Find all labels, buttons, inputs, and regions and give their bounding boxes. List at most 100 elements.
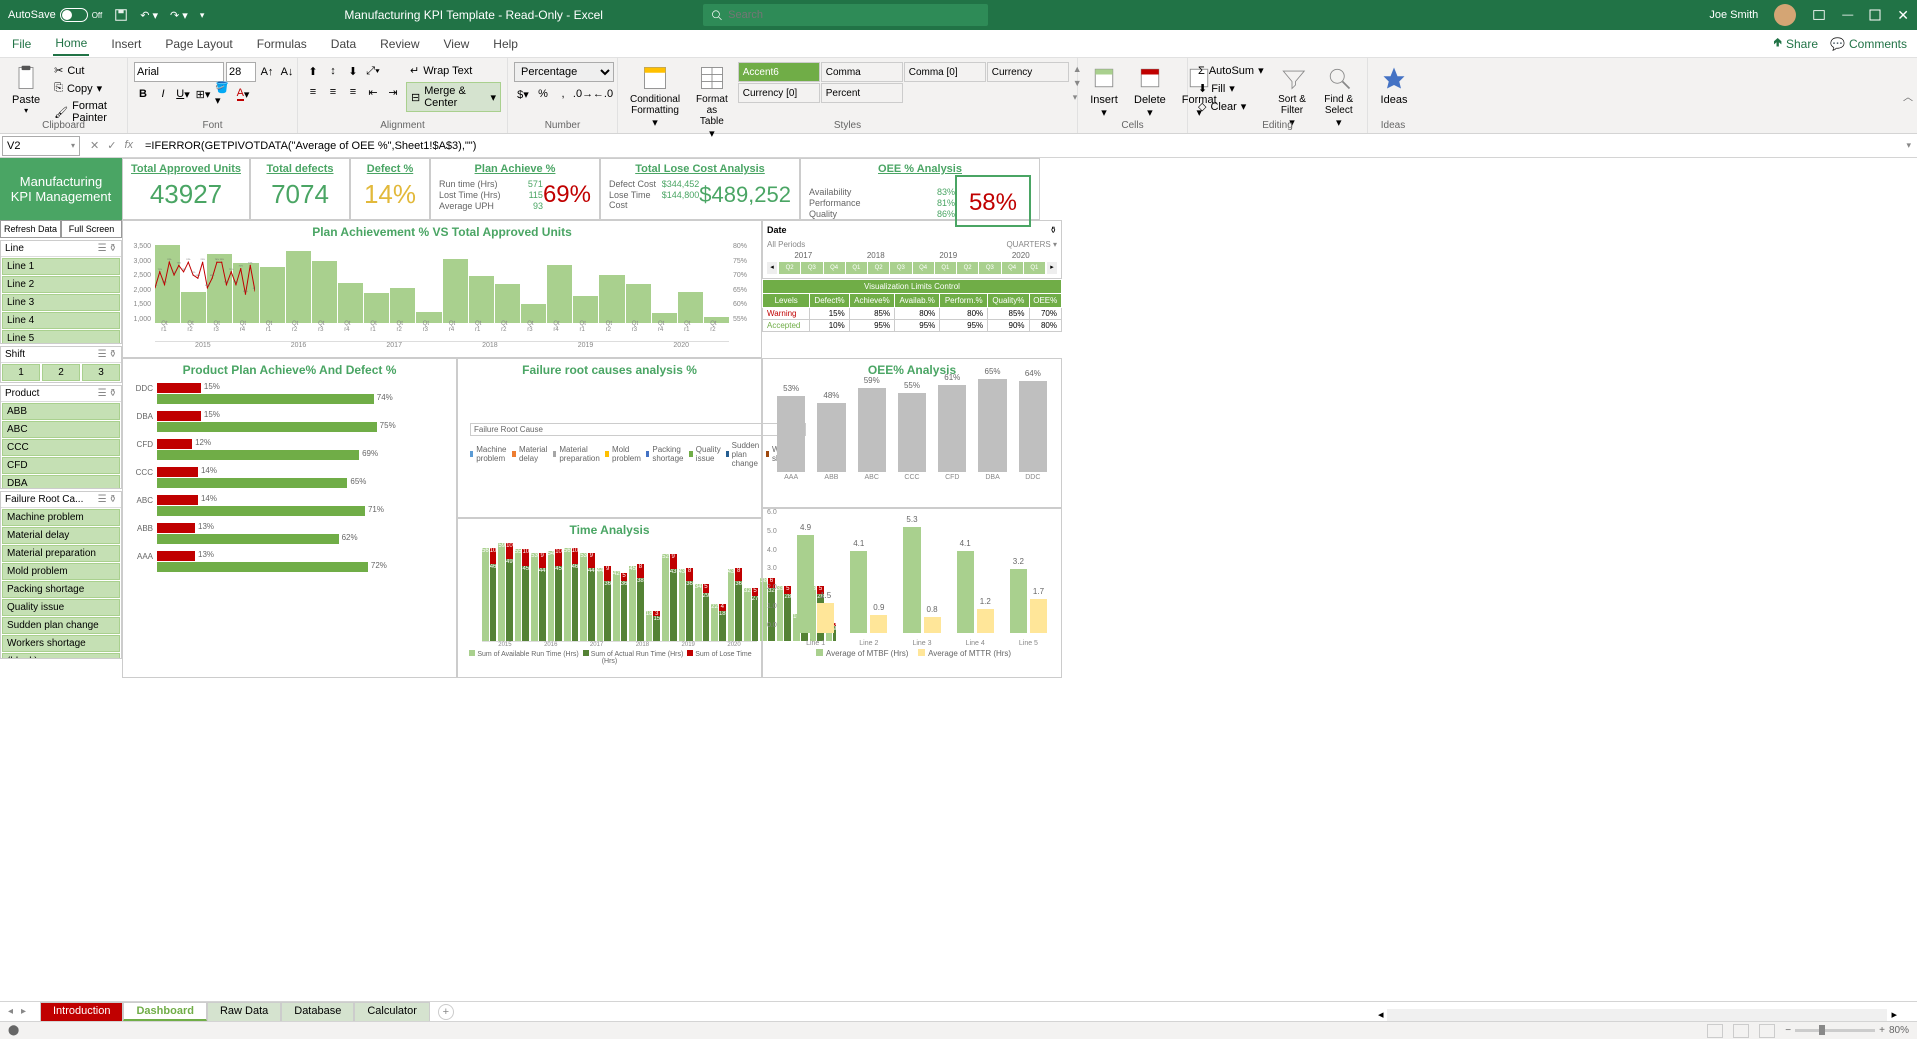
style-currency[interactable]: Currency: [987, 62, 1069, 82]
record-macro-icon[interactable]: ⬤: [8, 1025, 19, 1036]
insert-cells-button[interactable]: Insert▾: [1084, 62, 1124, 121]
slicer-item[interactable]: Line 5: [2, 330, 120, 343]
fill-color-button[interactable]: 🪣▾: [214, 85, 232, 103]
tab-review[interactable]: Review: [378, 33, 421, 55]
slicer-item[interactable]: Line 3: [2, 294, 120, 311]
style-percent[interactable]: Percent: [821, 83, 903, 103]
paste-button[interactable]: Paste▾: [6, 62, 46, 117]
slicer-item[interactable]: Material preparation: [2, 545, 120, 562]
font-color-button[interactable]: A▾: [234, 85, 252, 103]
slicer-item[interactable]: Mold problem: [2, 563, 120, 580]
style-comma[interactable]: Comma: [821, 62, 903, 82]
copy-button[interactable]: ⎘ Copy ▾: [50, 80, 121, 97]
page-break-view-icon[interactable]: [1759, 1024, 1775, 1038]
user-avatar[interactable]: [1774, 4, 1796, 26]
font-size-select[interactable]: [226, 62, 256, 82]
hscroll-left-icon[interactable]: ◂: [1378, 1008, 1384, 1021]
align-bottom-icon[interactable]: ⬇: [344, 62, 362, 80]
slicer-item[interactable]: Material delay: [2, 527, 120, 544]
increase-indent-icon[interactable]: ⇥: [384, 83, 402, 101]
align-center-icon[interactable]: ≡: [324, 83, 342, 101]
cell-styles-gallery[interactable]: Accent6 Comma Comma [0] Currency Currenc…: [738, 62, 1069, 103]
align-right-icon[interactable]: ≡: [344, 83, 362, 101]
slicer-item[interactable]: Machine problem: [2, 509, 120, 526]
slicer-item[interactable]: Sudden plan change: [2, 617, 120, 634]
slicer-item[interactable]: ABC: [2, 421, 120, 438]
redo-icon[interactable]: ↷ ▾: [170, 9, 188, 22]
expand-formula-icon[interactable]: ▾: [1900, 140, 1917, 151]
style-currency0[interactable]: Currency [0]: [738, 83, 820, 103]
clear-timeline-icon[interactable]: ⚱: [1049, 225, 1057, 236]
zoom-in-icon[interactable]: +: [1879, 1025, 1885, 1036]
decrease-decimal-icon[interactable]: ←.0: [594, 85, 612, 103]
font-name-select[interactable]: [134, 62, 224, 82]
maximize-icon[interactable]: [1869, 9, 1881, 21]
tab-help[interactable]: Help: [491, 33, 520, 55]
name-box[interactable]: V2▾: [2, 136, 80, 156]
share-button[interactable]: 🢁 Share: [1773, 33, 1818, 54]
clear-filter-icon[interactable]: ⚱: [109, 243, 117, 254]
zoom-slider[interactable]: [1795, 1029, 1875, 1032]
slicer-product[interactable]: Product☰⚱ ABBABCCCCCFDDBA: [0, 385, 122, 489]
slicer-item[interactable]: DBA: [2, 475, 120, 488]
align-top-icon[interactable]: ⬆: [304, 62, 322, 80]
multi-select-icon[interactable]: ☰: [98, 243, 107, 254]
sheet-tab[interactable]: Raw Data: [207, 1002, 281, 1021]
slicer-line[interactable]: Line☰⚱ Line 1Line 2Line 3Line 4Line 5: [0, 240, 122, 344]
italic-button[interactable]: I: [154, 85, 172, 103]
sheet-prev-icon[interactable]: ◂: [8, 1006, 13, 1017]
qat-more-icon[interactable]: ▾: [200, 10, 205, 21]
slicer-item[interactable]: 3: [82, 364, 120, 381]
slicer-item[interactable]: Line 2: [2, 276, 120, 293]
slicer-item[interactable]: Packing shortage: [2, 581, 120, 598]
slicer-item[interactable]: 1: [2, 364, 40, 381]
multi-select-icon[interactable]: ☰: [98, 349, 107, 360]
hscroll-right-icon[interactable]: ▸: [1891, 1008, 1897, 1021]
clear-filter-icon[interactable]: ⚱: [109, 494, 117, 505]
style-comma0[interactable]: Comma [0]: [904, 62, 986, 82]
page-layout-view-icon[interactable]: [1733, 1024, 1749, 1038]
align-left-icon[interactable]: ≡: [304, 83, 322, 101]
decrease-indent-icon[interactable]: ⇤: [364, 83, 382, 101]
timeline-next-icon[interactable]: ▸: [1047, 262, 1057, 274]
enter-formula-icon[interactable]: ✓: [107, 139, 116, 152]
border-button[interactable]: ⊞▾: [194, 85, 212, 103]
timeline-slicer[interactable]: Date⚱ All PeriodsQUARTERS ▾ 201720182019…: [762, 220, 1062, 279]
slicer-item[interactable]: Line 1: [2, 258, 120, 275]
tab-insert[interactable]: Insert: [109, 33, 143, 55]
slicer-item[interactable]: Line 4: [2, 312, 120, 329]
ribbon-display-icon[interactable]: [1812, 8, 1826, 22]
tab-data[interactable]: Data: [329, 33, 358, 55]
collapse-ribbon-icon[interactable]: ︿: [1903, 88, 1913, 103]
slicer-item[interactable]: 2: [42, 364, 80, 381]
orientation-icon[interactable]: ⤢▾: [364, 62, 382, 80]
tab-page-layout[interactable]: Page Layout: [163, 33, 234, 55]
autosave-toggle[interactable]: AutoSave Off: [8, 8, 102, 22]
wrap-text-button[interactable]: ↵ Wrap Text: [406, 62, 501, 79]
comma-icon[interactable]: ,: [554, 85, 572, 103]
hscrollbar[interactable]: [1387, 1009, 1887, 1021]
underline-button[interactable]: U▾: [174, 85, 192, 103]
tab-view[interactable]: View: [442, 33, 472, 55]
clear-filter-icon[interactable]: ⚱: [109, 349, 117, 360]
search-box[interactable]: [703, 4, 988, 26]
normal-view-icon[interactable]: [1707, 1024, 1723, 1038]
cut-button[interactable]: ✂ Cut: [50, 62, 121, 79]
slicer-shift[interactable]: Shift☰⚱ 123: [0, 346, 122, 383]
tab-formulas[interactable]: Formulas: [255, 33, 309, 55]
sheet-tab[interactable]: Introduction: [40, 1002, 123, 1021]
zoom-level[interactable]: 80%: [1889, 1025, 1909, 1036]
multi-select-icon[interactable]: ☰: [98, 494, 107, 505]
slicer-item[interactable]: CFD: [2, 457, 120, 474]
currency-icon[interactable]: $▾: [514, 85, 532, 103]
tab-home[interactable]: Home: [53, 32, 89, 56]
clear-button[interactable]: ◇ Clear ▾: [1194, 98, 1268, 115]
undo-icon[interactable]: ↶ ▾: [140, 9, 158, 22]
comments-button[interactable]: 💬 Comments: [1830, 33, 1907, 54]
merge-center-button[interactable]: ⊟ Merge & Center ▾: [406, 82, 501, 112]
timeline-prev-icon[interactable]: ◂: [767, 262, 777, 274]
fx-icon[interactable]: fx: [124, 139, 133, 152]
sheet-tab[interactable]: Calculator: [354, 1002, 430, 1021]
minimize-icon[interactable]: —: [1842, 9, 1853, 21]
slicer-item[interactable]: CCC: [2, 439, 120, 456]
